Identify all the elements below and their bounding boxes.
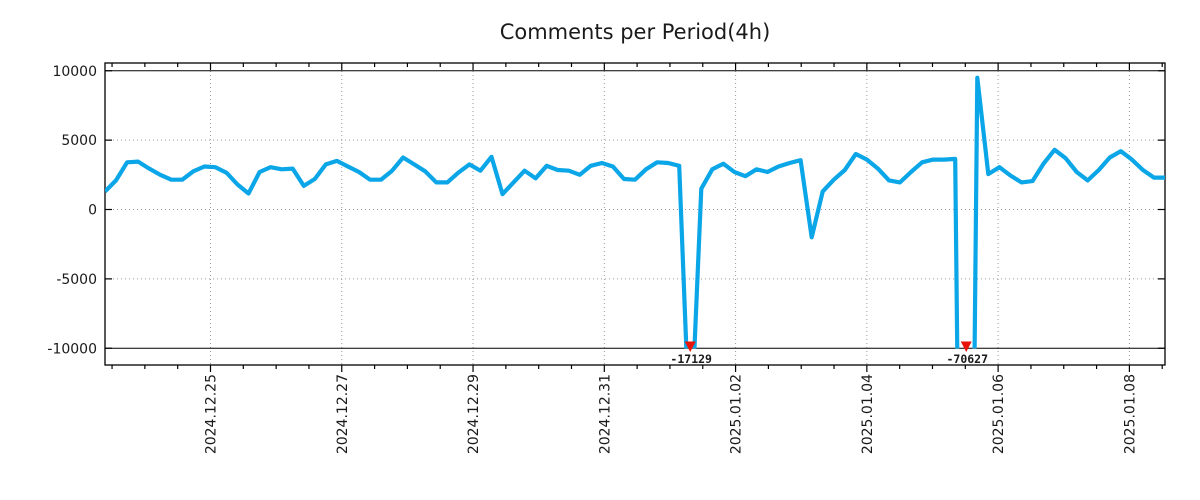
spike-min-marker-icon [960,341,972,352]
chart-title: Comments per Period(4h) [500,20,771,44]
y-tick-label: 10000 [52,64,97,80]
gridlines [105,63,1165,365]
y-tick-label: -5000 [56,272,97,288]
x-tick-label: 2025.01.06 [991,374,1007,454]
axis-tick-labels: 2024.12.25 2024.12.27 2024.12.29 2024.12.31… [47,64,1138,454]
x-tick-label: 2025.01.08 [1122,374,1138,454]
spike-min-value-label: -17129 [670,352,712,366]
data-line [105,75,1165,349]
y-tick-label: 0 [88,203,97,219]
x-tick-label: 2024.12.29 [466,374,482,454]
spike-min-marker-icon [684,341,696,352]
axis-rules [105,70,1165,349]
x-tick-label: 2025.01.04 [860,374,876,454]
plot-border [104,62,1166,366]
x-tick-label: 2024.12.27 [335,374,351,454]
x-tick-label: 2024.12.25 [204,374,220,454]
x-tick-label: 2025.01.02 [729,374,745,454]
axis-ticks [105,63,1165,372]
data-series [105,75,1165,349]
spike-min-value-label: -70627 [946,352,988,366]
x-tick-label: 2024.12.31 [597,374,613,454]
min-value-annotations: -17129 -70627 [670,341,988,366]
y-tick-label: -10000 [47,341,97,357]
plot-frame [104,62,1166,366]
y-tick-label: 5000 [61,133,97,149]
